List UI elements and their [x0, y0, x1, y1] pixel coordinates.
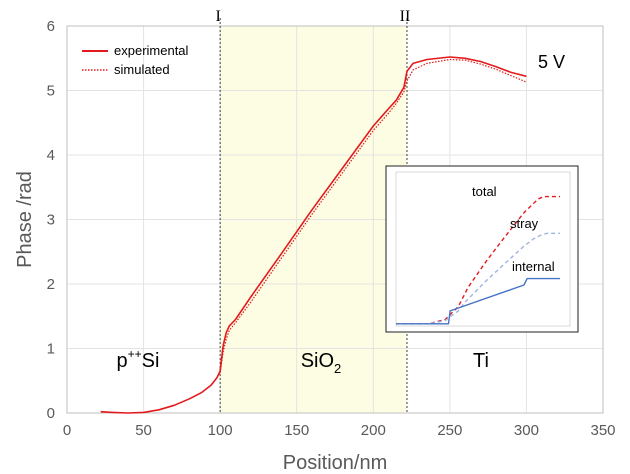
x-tick-label: 150 [284, 422, 309, 439]
y-tick-label: 3 [47, 212, 55, 229]
inset-label-internal: internal [512, 259, 555, 274]
legend: experimental simulated [82, 43, 189, 77]
y-tick-label: 4 [47, 147, 55, 164]
legend-label-simulated: simulated [114, 62, 170, 77]
region-label: p++Si [117, 347, 160, 372]
y-tick-label: 2 [47, 276, 55, 293]
boundary-label: I [215, 8, 220, 25]
y-axis-title: Phase /rad [14, 171, 36, 268]
x-tick-label: 0 [63, 422, 71, 439]
inset-label-total: total [472, 184, 497, 199]
inset-chart: total stray internal [385, 165, 579, 333]
region-label-main: Si [142, 350, 160, 372]
region-label: Ti [473, 350, 489, 372]
x-tick-label: 300 [514, 422, 539, 439]
series-layer [100, 56, 527, 414]
region-labels: p++Si SiO2 Ti [117, 347, 489, 376]
region-label-main: Ti [473, 350, 489, 372]
legend-label-experimental: experimental [114, 43, 189, 58]
series-line-simulated [219, 58, 527, 374]
x-tick-label: 100 [208, 422, 233, 439]
plot-frame [66, 25, 604, 414]
x-tick-label: 250 [437, 422, 462, 439]
boundary-label: II [400, 8, 411, 25]
x-tick-label: 350 [590, 422, 615, 439]
inset-series-stray [396, 232, 560, 325]
series-line-experimental [100, 56, 527, 414]
inset-label-stray: stray [510, 216, 539, 231]
region-label-superscript: ++ [128, 347, 142, 361]
y-tick-label: 5 [47, 83, 55, 100]
region-label-base: p [117, 350, 128, 372]
inset-frame [385, 165, 579, 333]
y-tick-label: 6 [47, 18, 55, 35]
inset-series-total [396, 195, 560, 325]
x-tick-label: 200 [361, 422, 386, 439]
inset-series-internal [396, 277, 560, 325]
y-tick-labels: 0 1 2 3 4 5 6 [47, 18, 55, 422]
voltage-label: 5 V [538, 52, 565, 72]
inset-plot-area [395, 171, 571, 327]
x-tick-label: 50 [135, 422, 152, 439]
region-label-main: SiO [301, 350, 334, 372]
x-axis-title: Position/nm [283, 452, 388, 474]
y-tick-label: 1 [47, 341, 55, 358]
y-tick-label: 0 [47, 405, 55, 422]
region-label-subscript: 2 [334, 361, 341, 376]
x-tick-labels: 0 50 100 150 200 250 300 350 [63, 422, 616, 439]
region-label: SiO2 [301, 350, 342, 376]
